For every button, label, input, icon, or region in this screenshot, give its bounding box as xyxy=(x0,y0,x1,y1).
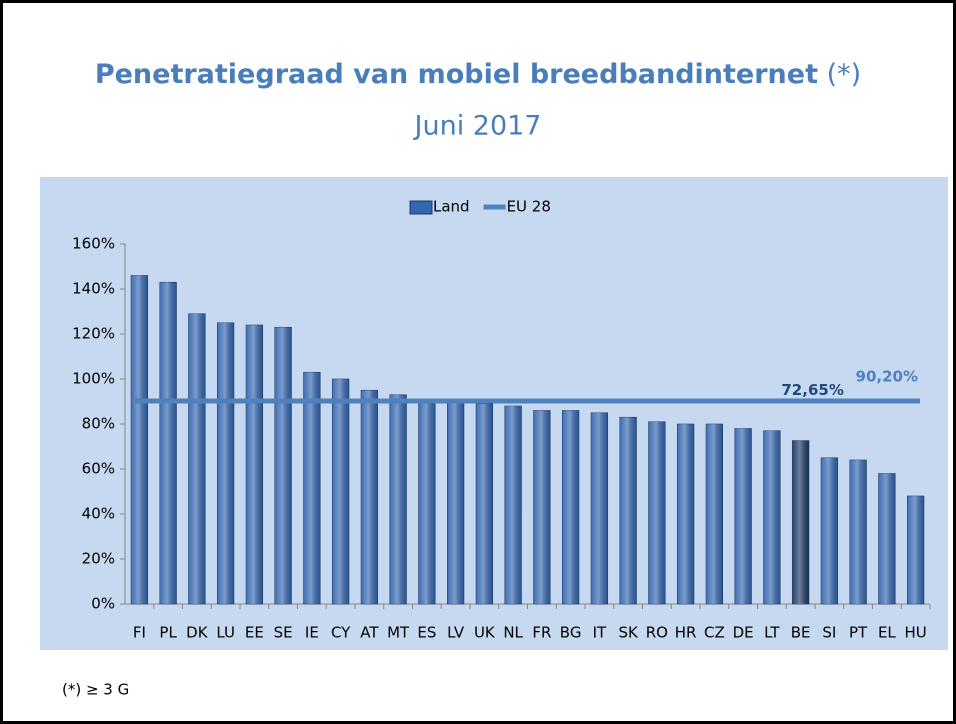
x-tick-label: LV xyxy=(447,624,465,642)
x-tick-label: HU xyxy=(904,624,926,642)
bar-shine xyxy=(878,473,896,604)
bar-shine xyxy=(821,457,838,604)
y-tick-label: 100% xyxy=(72,370,115,388)
legend-label: EU 28 xyxy=(507,198,551,216)
bar-shine xyxy=(447,401,464,604)
bar-shine xyxy=(131,275,148,604)
bar-shine xyxy=(246,325,263,604)
reference-label: 90,20% xyxy=(856,368,918,386)
x-tick-label: BE xyxy=(791,624,811,642)
x-tick-label: IE xyxy=(305,624,319,642)
title-mark: (*) xyxy=(827,59,862,90)
x-tick-label: IT xyxy=(593,624,607,642)
x-tick-label: SE xyxy=(274,624,293,642)
bar-shine xyxy=(332,379,349,604)
bar-shine xyxy=(418,401,436,604)
x-tick-label: UK xyxy=(474,624,496,642)
x-tick-label: AT xyxy=(360,624,379,642)
bar-shine xyxy=(476,403,493,604)
bar-shine xyxy=(389,394,407,604)
bar-shine xyxy=(188,313,206,604)
bar-shine xyxy=(734,428,752,604)
x-tick-label: EE xyxy=(245,624,264,642)
y-tick-label: 60% xyxy=(82,460,115,478)
x-tick-label: PT xyxy=(849,624,868,642)
title-main: Penetratiegraad van mobiel breedbandinte… xyxy=(95,59,818,90)
x-tick-label: LT xyxy=(764,624,780,642)
y-tick-label: 120% xyxy=(72,325,115,343)
chart-title: Penetratiegraad van mobiel breedbandinte… xyxy=(95,59,861,90)
y-tick-label: 80% xyxy=(82,415,115,433)
bar-shine xyxy=(159,282,177,604)
bar-shine xyxy=(504,406,522,604)
data-label: 72,65% xyxy=(781,381,843,399)
x-tick-label: SK xyxy=(618,624,639,642)
bar-shine xyxy=(303,372,321,604)
x-tick-label: DK xyxy=(186,624,209,642)
bar-shine xyxy=(763,430,781,604)
x-tick-label: LU xyxy=(216,624,235,642)
bar-shine xyxy=(533,410,551,604)
x-tick-label: DE xyxy=(733,624,754,642)
footnote: (*) ≥ 3 G xyxy=(62,681,129,699)
x-tick-label: CZ xyxy=(704,624,725,642)
y-tick-label: 40% xyxy=(82,505,115,523)
legend-label: Land xyxy=(433,198,470,216)
x-tick-label: CY xyxy=(331,624,351,642)
bar-shine xyxy=(792,440,809,604)
chart-subtitle: Juni 2017 xyxy=(413,111,542,142)
bar-shine xyxy=(217,322,234,604)
bar-shine xyxy=(706,424,723,604)
x-tick-label: HR xyxy=(675,624,697,642)
x-tick-label: EL xyxy=(878,624,896,642)
bar-shine xyxy=(907,496,924,604)
bar-shine xyxy=(648,421,666,604)
bar-shine xyxy=(361,390,378,604)
y-tick-label: 20% xyxy=(82,550,115,568)
legend-swatch xyxy=(409,200,433,215)
x-tick-label: ES xyxy=(417,624,436,642)
x-tick-label: RO xyxy=(646,624,668,642)
bar-shine xyxy=(274,327,292,604)
x-tick-label: FR xyxy=(532,624,551,642)
bar-shine xyxy=(849,460,867,604)
x-tick-label: FI xyxy=(133,624,146,642)
bar-shine xyxy=(619,417,637,604)
x-tick-label: PL xyxy=(159,624,177,642)
bar-shine xyxy=(591,412,608,604)
x-tick-label: SI xyxy=(822,624,836,642)
bar-shine xyxy=(562,410,579,604)
y-tick-label: 0% xyxy=(91,595,115,613)
y-tick-label: 160% xyxy=(72,235,115,253)
bar-shine xyxy=(677,424,694,604)
x-tick-label: NL xyxy=(503,624,523,642)
y-tick-label: 140% xyxy=(72,280,115,298)
x-tick-label: BG xyxy=(560,624,582,642)
x-tick-label: MT xyxy=(387,624,410,642)
